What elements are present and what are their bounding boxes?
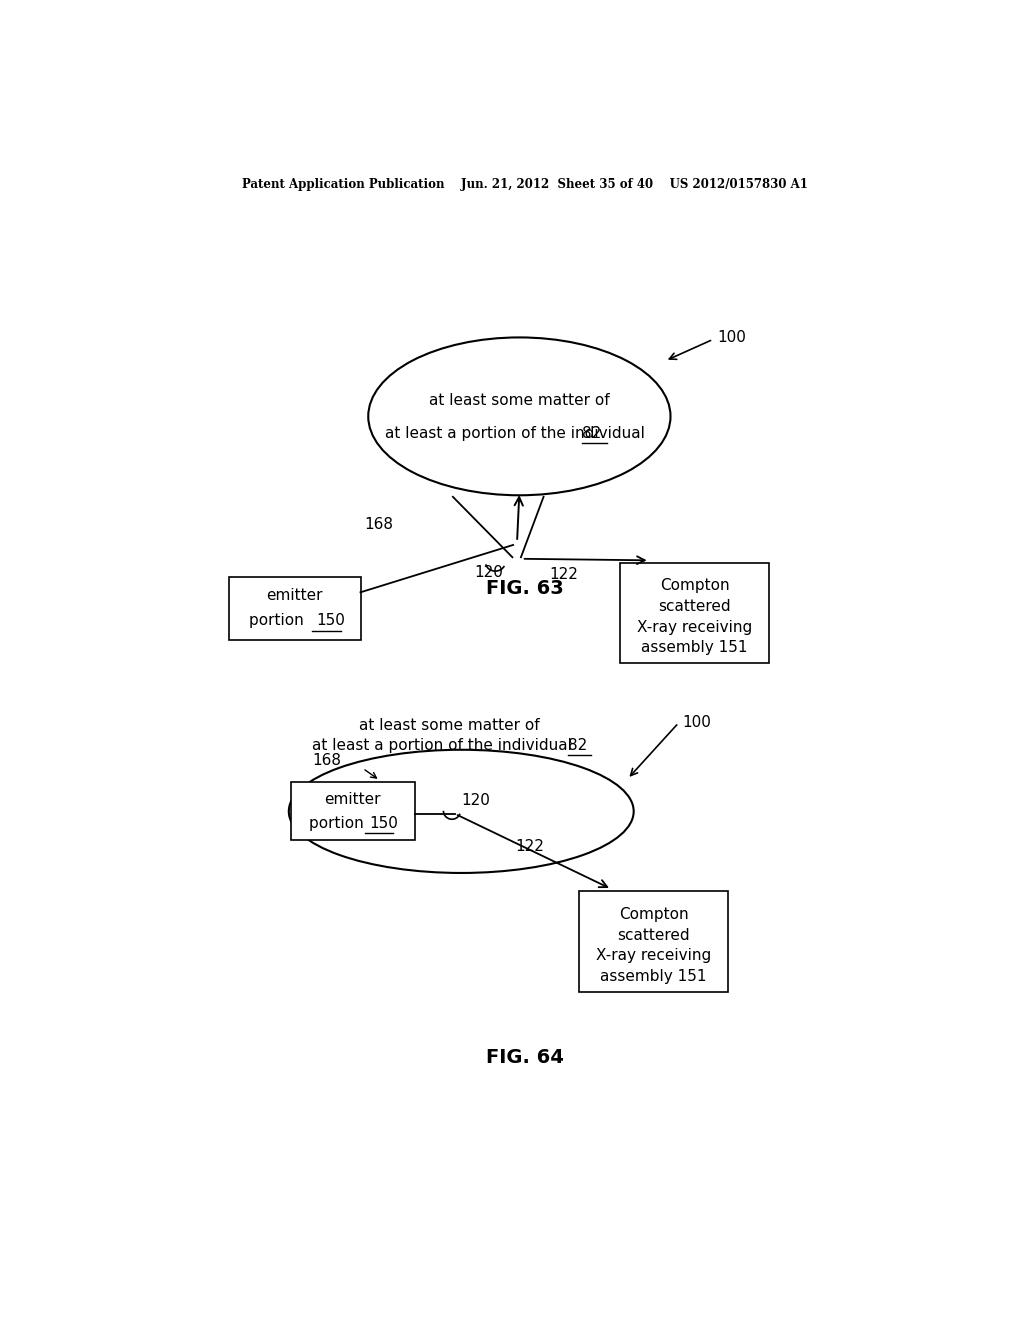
Text: Patent Application Publication    Jun. 21, 2012  Sheet 35 of 40    US 2012/01578: Patent Application Publication Jun. 21, … (242, 178, 808, 190)
Text: 122: 122 (550, 566, 579, 582)
Text: Compton: Compton (618, 907, 688, 921)
Text: 100: 100 (717, 330, 745, 346)
Text: 82: 82 (583, 426, 601, 441)
Text: emitter: emitter (325, 792, 381, 807)
Text: emitter: emitter (266, 587, 323, 603)
Text: 150: 150 (316, 614, 345, 628)
Text: at least some matter of: at least some matter of (429, 393, 609, 408)
Text: 120: 120 (474, 565, 504, 581)
Text: 168: 168 (365, 516, 393, 532)
Text: assembly 151: assembly 151 (600, 969, 707, 985)
Text: 168: 168 (312, 752, 341, 768)
Text: at least a portion of the individual: at least a portion of the individual (385, 426, 650, 441)
Text: at least some matter of: at least some matter of (359, 718, 540, 733)
Text: 150: 150 (370, 816, 398, 832)
Text: at least a portion of the individual: at least a portion of the individual (312, 738, 577, 754)
Text: 82: 82 (568, 738, 588, 754)
Text: 120: 120 (461, 792, 490, 808)
Text: FIG. 63: FIG. 63 (486, 578, 563, 598)
Text: scattered: scattered (658, 599, 731, 614)
Text: Compton: Compton (659, 578, 729, 593)
Text: scattered: scattered (617, 928, 690, 942)
Text: FIG. 64: FIG. 64 (485, 1048, 564, 1068)
Text: portion: portion (309, 816, 369, 832)
Text: 122: 122 (515, 840, 545, 854)
Text: assembly 151: assembly 151 (641, 640, 748, 656)
Text: portion: portion (249, 614, 309, 628)
Text: X-ray receiving: X-ray receiving (637, 619, 753, 635)
Text: X-ray receiving: X-ray receiving (596, 949, 711, 964)
FancyBboxPatch shape (291, 781, 415, 840)
Text: 100: 100 (683, 715, 712, 730)
